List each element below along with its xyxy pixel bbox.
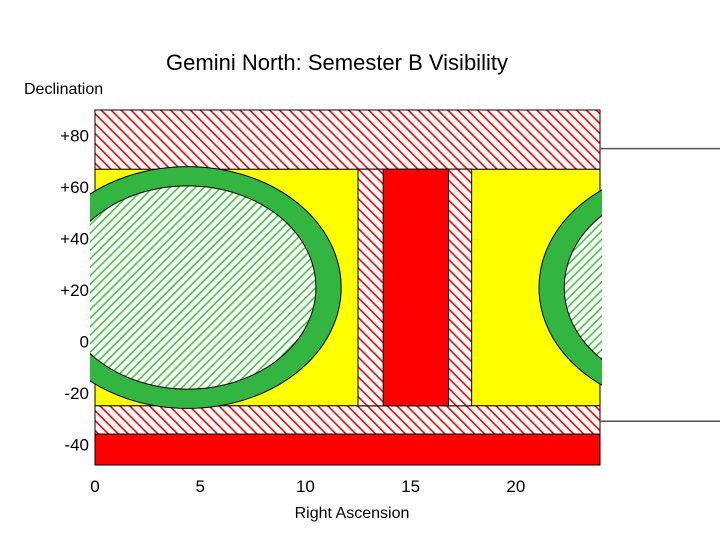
galactic-plane-layer: [90, 166, 602, 409]
region-sun-exclusion-core: [382, 168, 450, 407]
x-axis-label: Right Ascension: [295, 505, 410, 522]
y-tick-label: +40: [60, 230, 89, 249]
y-tick-label: +60: [60, 178, 89, 197]
x-tick-label: 20: [506, 477, 525, 496]
chart-title: Gemini North: Semester B Visibility: [166, 50, 508, 75]
tick-labels-layer: +80 +60 +40 +20 0 -20 -40 0 5 10 15 20: [60, 127, 525, 496]
y-tick-label: -20: [64, 384, 89, 403]
x-tick-label: 0: [90, 477, 99, 496]
x-tick-label: 15: [401, 477, 420, 496]
region-declination-limit-north: [94, 109, 601, 170]
x-tick-label: 5: [195, 477, 204, 496]
reference-lines-layer: [600, 147, 720, 423]
region-sun-exclusion-hatch-left: [357, 168, 384, 407]
zone-galactic-plane-right-core: [563, 214, 602, 361]
zone-galactic-plane-left-core: [90, 185, 317, 390]
y-tick-label: 0: [80, 333, 89, 352]
y-axis-label: Declination: [24, 81, 103, 98]
y-tick-label: +80: [60, 127, 89, 146]
region-sun-exclusion-hatch-right: [448, 168, 473, 407]
y-tick-label: +20: [60, 281, 89, 300]
y-tick-label: -40: [64, 435, 89, 454]
region-declination-limit-far-south: [94, 433, 601, 466]
regions-layer: [94, 109, 601, 466]
x-tick-label: 10: [296, 477, 315, 496]
region-declination-limit-south: [94, 405, 601, 435]
